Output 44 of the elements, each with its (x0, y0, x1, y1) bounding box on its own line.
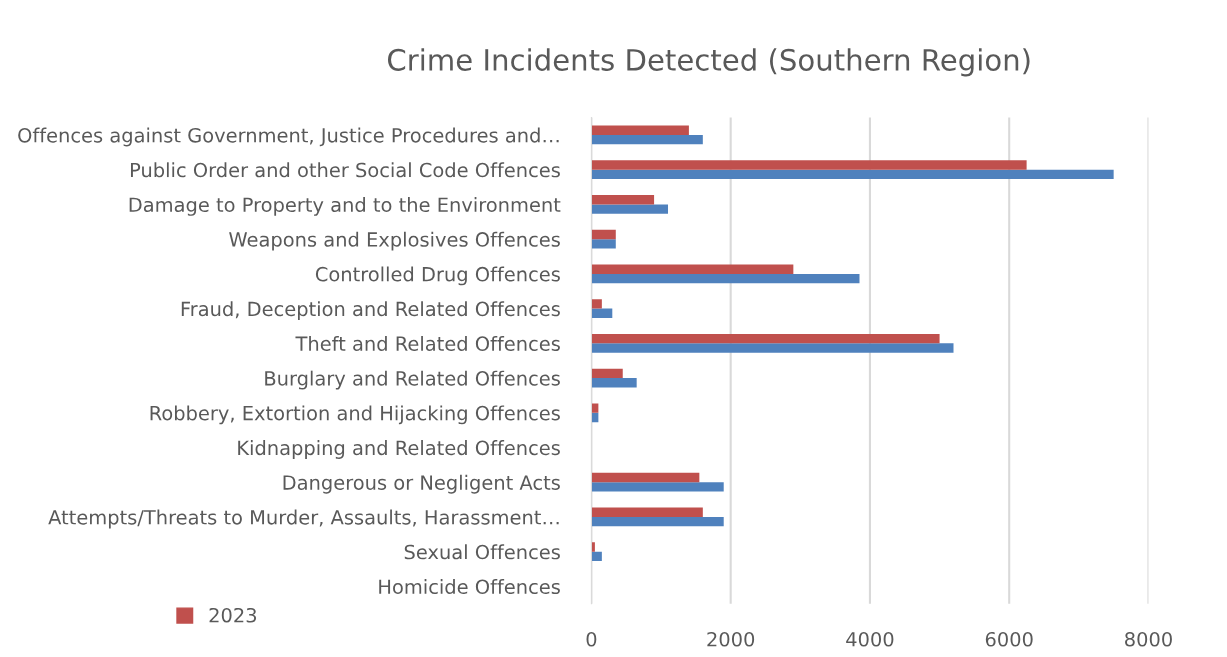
bar (591, 343, 954, 353)
y-tick-label: Weapons and Explosives Offences (229, 231, 560, 251)
bar (591, 264, 794, 274)
y-tick-label: Burglary and Related Offences (265, 370, 560, 390)
bar (591, 204, 669, 214)
bar (591, 542, 595, 552)
bar (591, 299, 602, 309)
bar (591, 403, 599, 413)
x-tick-label: 6000 (985, 631, 1033, 647)
bar (591, 551, 602, 562)
y-tick-label: Robbery, Extortion and Hijacking Offences (150, 405, 560, 425)
bar (591, 472, 700, 483)
y-tick-label: Sexual Offences (404, 544, 560, 560)
bar (591, 134, 703, 145)
x-tick-label: 2000 (707, 631, 755, 647)
x-tick-label: 4000 (846, 631, 894, 647)
x-tick-label: 0 (586, 631, 597, 647)
y-tick-label: Homicide Offences (379, 579, 560, 595)
bar (591, 308, 613, 318)
bar (591, 482, 724, 492)
y-tick-label: Public Order and other Social Code Offences (130, 162, 560, 178)
y-tick-label: Theft and Related Offences (295, 335, 560, 351)
y-tick-label: Fraud, Deception and Related Offences (181, 301, 560, 321)
y-tick-label: Offences against Government, Justice Procedures and… (18, 127, 559, 147)
bar (591, 368, 623, 379)
bar (591, 160, 1027, 170)
bar (591, 378, 637, 388)
chart-title: Crime Incidents Detected (Southern Region) (387, 48, 1030, 77)
bar (591, 195, 655, 205)
legend-label: 2023 (209, 607, 257, 623)
bar (591, 229, 616, 240)
bar (591, 273, 860, 284)
y-tick-label: Dangerous or Negligent Acts (283, 474, 560, 494)
y-tick-label: Damage to Property and to the Environment (129, 197, 561, 216)
bar (591, 516, 724, 527)
bar (591, 507, 703, 517)
bar (591, 333, 940, 344)
bar (591, 169, 1114, 180)
y-tick-label: Controlled Drug Offences (315, 266, 560, 286)
x-tick-label: 8000 (1125, 631, 1172, 647)
y-tick-label: Kidnapping and Related Offences (238, 440, 560, 459)
bar (591, 125, 689, 135)
y-tick-label: Attempts/Threats to Murder, Assaults, Harassment… (48, 509, 559, 529)
bar (591, 239, 616, 249)
